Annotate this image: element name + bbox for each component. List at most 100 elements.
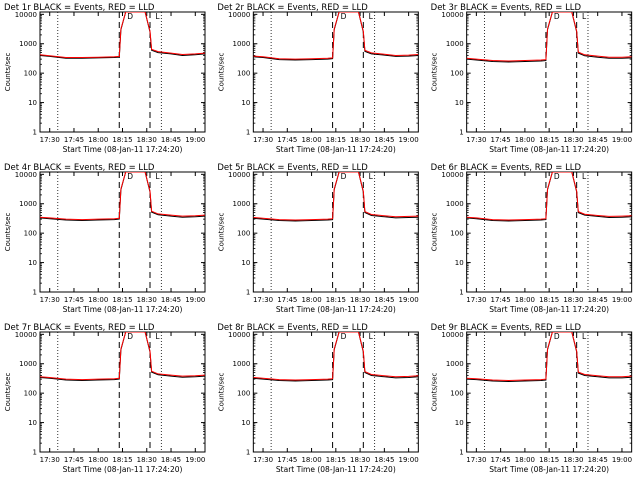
y-tick-label: 100	[450, 390, 463, 398]
y-tick-label: 100	[450, 230, 463, 238]
y-tick-label: 10000	[15, 331, 37, 339]
x-tick-label: 18:00	[301, 456, 321, 464]
series-lld-line	[466, 332, 632, 382]
plot-frame	[466, 11, 633, 133]
detector-panel: Det 2r BLACK = Events, RED = LLD Counts/s…	[217, 3, 419, 154]
y-tick-label: 1	[246, 449, 250, 457]
plot-frame	[466, 331, 633, 453]
x-tick-label: 17:45	[64, 296, 84, 304]
series-events-line	[253, 332, 419, 382]
x-tick-label: 18:30	[137, 296, 157, 304]
y-tick-label: 10000	[228, 171, 250, 179]
x-tick-label: 19:00	[612, 136, 632, 144]
x-tick-label: 18:15	[326, 456, 346, 464]
y-axis-label: Counts/sec	[4, 53, 12, 92]
detector-panel: Det 8r BLACK = Events, RED = LLD Counts/s…	[217, 323, 419, 474]
x-tick-label: 18:30	[350, 136, 370, 144]
plot-frame	[466, 171, 633, 293]
y-axis-label: Counts/sec	[4, 213, 12, 252]
x-tick-label: 17:45	[491, 456, 511, 464]
y-axis-label: Counts/sec	[217, 53, 225, 92]
x-axis-label: Start Time (08-Jan-11 17:24:20)	[489, 305, 609, 314]
x-axis-label: Start Time (08-Jan-11 17:24:20)	[276, 145, 396, 154]
series-events-line	[466, 332, 632, 383]
marker-l-label: L	[369, 12, 374, 21]
marker-l-label: L	[582, 172, 587, 181]
y-tick-label: 10	[455, 99, 464, 107]
marker-d-label: D	[341, 12, 347, 21]
x-tick-label: 18:15	[539, 136, 559, 144]
chart-title: Det 6r BLACK = Events, RED = LLD	[431, 163, 582, 173]
y-tick-label: 1000	[19, 360, 37, 368]
x-tick-label: 17:30	[40, 296, 60, 304]
series-lld-line	[253, 332, 419, 381]
marker-d-label: D	[127, 332, 133, 341]
x-tick-label: 18:15	[112, 456, 132, 464]
y-tick-label: 1000	[233, 40, 251, 48]
y-tick-label: 100	[237, 390, 250, 398]
x-tick-label: 18:00	[301, 136, 321, 144]
y-tick-label: 1	[459, 449, 463, 457]
x-axis-label: Start Time (08-Jan-11 17:24:20)	[63, 305, 183, 314]
y-axis-label: Counts/sec	[431, 213, 439, 252]
x-axis-label: Start Time (08-Jan-11 17:24:20)	[63, 465, 183, 474]
x-tick-label: 19:00	[612, 296, 632, 304]
x-tick-label: 18:45	[588, 296, 608, 304]
x-tick-label: 17:45	[64, 456, 84, 464]
x-tick-label: 19:00	[399, 296, 419, 304]
x-axis-label: Start Time (08-Jan-11 17:24:20)	[489, 465, 609, 474]
x-axis-label: Start Time (08-Jan-11 17:24:20)	[63, 145, 183, 154]
x-tick-label: 18:00	[515, 456, 535, 464]
y-tick-label: 10	[241, 419, 250, 427]
y-tick-label: 1000	[446, 40, 464, 48]
x-tick-label: 19:00	[612, 456, 632, 464]
marker-d-label: D	[554, 12, 560, 21]
y-tick-label: 10	[455, 259, 464, 267]
x-axis-label: Start Time (08-Jan-11 17:24:20)	[276, 465, 396, 474]
y-tick-label: 10000	[441, 11, 463, 19]
x-tick-label: 18:15	[539, 456, 559, 464]
x-tick-label: 17:30	[466, 456, 486, 464]
y-axis-label: Counts/sec	[217, 373, 225, 412]
marker-l-label: L	[582, 332, 587, 341]
chart-title: Det 1r BLACK = Events, RED = LLD	[4, 3, 155, 13]
x-tick-label: 17:45	[64, 136, 84, 144]
x-tick-label: 18:15	[326, 136, 346, 144]
x-tick-label: 18:45	[161, 136, 181, 144]
plot-frame	[39, 331, 206, 453]
x-tick-label: 18:15	[112, 136, 132, 144]
y-tick-label: 1	[246, 129, 250, 137]
detector-panel: Det 7r BLACK = Events, RED = LLD Counts/s…	[4, 323, 206, 474]
detector-panel: Det 5r BLACK = Events, RED = LLD Counts/s…	[217, 163, 419, 314]
series-events-line	[253, 172, 419, 222]
x-tick-label: 17:45	[277, 296, 297, 304]
series-events-line	[40, 172, 205, 222]
y-tick-label: 1	[246, 289, 250, 297]
series-lld-line	[466, 12, 632, 62]
x-tick-label: 18:00	[88, 136, 108, 144]
x-tick-label: 18:30	[563, 136, 583, 144]
y-tick-label: 10	[455, 419, 464, 427]
y-tick-label: 1000	[446, 200, 464, 208]
y-tick-label: 1	[33, 129, 37, 137]
x-tick-label: 17:45	[277, 456, 297, 464]
x-tick-label: 18:00	[515, 136, 535, 144]
y-tick-label: 100	[237, 70, 250, 78]
y-tick-label: 10	[28, 419, 37, 427]
x-tick-label: 18:30	[137, 456, 157, 464]
y-tick-label: 10	[241, 259, 250, 267]
x-tick-label: 19:00	[185, 456, 205, 464]
x-tick-label: 17:30	[253, 456, 273, 464]
x-tick-label: 18:45	[588, 456, 608, 464]
y-axis-label: Counts/sec	[431, 373, 439, 412]
x-axis-label: Start Time (08-Jan-11 17:24:20)	[489, 145, 609, 154]
marker-l-label: L	[369, 172, 374, 181]
y-tick-label: 10000	[15, 171, 37, 179]
x-tick-label: 17:30	[253, 136, 273, 144]
series-events-line	[40, 12, 205, 59]
y-tick-label: 100	[24, 390, 37, 398]
plot-frame	[252, 171, 419, 293]
x-tick-label: 18:45	[161, 456, 181, 464]
x-tick-label: 18:00	[88, 456, 108, 464]
y-tick-label: 1	[459, 129, 463, 137]
